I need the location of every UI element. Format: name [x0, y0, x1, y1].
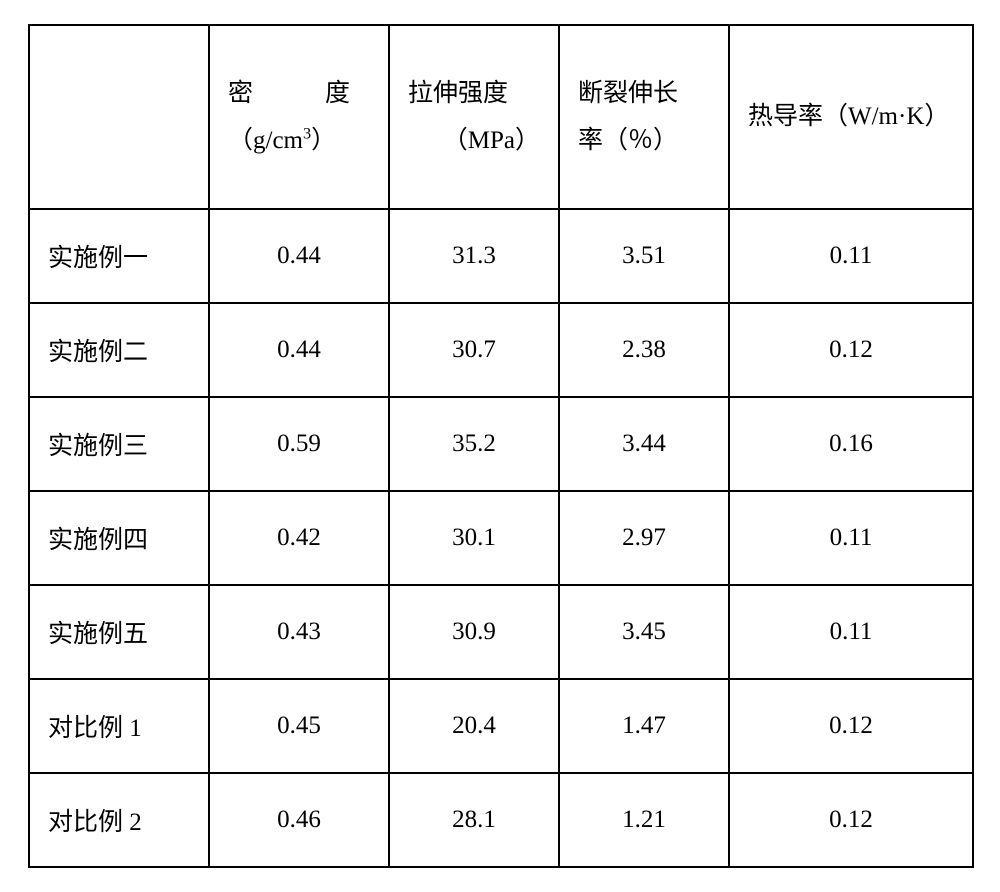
table-row: 实施例四 0.42 30.1 2.97 0.11	[29, 491, 973, 585]
cell-thermal: 0.12	[729, 773, 973, 867]
header-tensile-line1: 拉伸强度	[408, 70, 540, 118]
header-density-char2: 度	[325, 80, 350, 107]
cell-elongation: 3.44	[559, 397, 729, 491]
header-elongation: 断裂伸长 率（％）	[559, 25, 729, 209]
cell-thermal: 0.11	[729, 585, 973, 679]
cell-density: 0.44	[209, 209, 389, 303]
cell-elongation: 3.45	[559, 585, 729, 679]
cell-elongation: 2.97	[559, 491, 729, 585]
cell-tensile: 30.9	[389, 585, 559, 679]
cell-tensile: 35.2	[389, 397, 559, 491]
cell-density: 0.59	[209, 397, 389, 491]
cell-elongation: 3.51	[559, 209, 729, 303]
cell-thermal: 0.12	[729, 303, 973, 397]
header-tensile-line2: （MPa）	[408, 117, 540, 165]
table-row: 实施例一 0.44 31.3 3.51 0.11	[29, 209, 973, 303]
header-thermal-text: 热导率（W/m·K）	[748, 103, 949, 130]
header-empty	[29, 25, 209, 209]
cell-thermal: 0.12	[729, 679, 973, 773]
header-thermal: 热导率（W/m·K）	[729, 25, 973, 209]
cell-density: 0.46	[209, 773, 389, 867]
cell-tensile: 28.1	[389, 773, 559, 867]
row-label: 实施例四	[29, 491, 209, 585]
header-tensile: 拉伸强度 （MPa）	[389, 25, 559, 209]
cell-tensile: 30.1	[389, 491, 559, 585]
header-density-unit-open: （	[228, 127, 253, 154]
cell-thermal: 0.16	[729, 397, 973, 491]
header-elong-line2: 率（％）	[578, 117, 710, 165]
cell-tensile: 20.4	[389, 679, 559, 773]
header-density-unit-g: g/cm	[253, 127, 303, 154]
table-row: 实施例二 0.44 30.7 2.38 0.12	[29, 303, 973, 397]
header-density-char1: 密	[228, 80, 253, 107]
cell-tensile: 31.3	[389, 209, 559, 303]
table-row: 对比例 2 0.46 28.1 1.21 0.12	[29, 773, 973, 867]
table-row: 实施例五 0.43 30.9 3.45 0.11	[29, 585, 973, 679]
row-label: 实施例三	[29, 397, 209, 491]
cell-density: 0.45	[209, 679, 389, 773]
table-row: 对比例 1 0.45 20.4 1.47 0.12	[29, 679, 973, 773]
cell-elongation: 1.47	[559, 679, 729, 773]
row-label: 实施例一	[29, 209, 209, 303]
row-label: 实施例五	[29, 585, 209, 679]
table-header-row: 密 度 （g/cm3） 拉伸强度 （MPa） 断裂伸长 率（％） 热导率（W/m·…	[29, 25, 973, 209]
cell-tensile: 30.7	[389, 303, 559, 397]
cell-thermal: 0.11	[729, 491, 973, 585]
data-table: 密 度 （g/cm3） 拉伸强度 （MPa） 断裂伸长 率（％） 热导率（W/m·…	[28, 24, 974, 868]
header-density-unit-close: ）	[311, 127, 336, 154]
cell-density: 0.42	[209, 491, 389, 585]
cell-elongation: 1.21	[559, 773, 729, 867]
header-density: 密 度 （g/cm3）	[209, 25, 389, 209]
table-row: 实施例三 0.59 35.2 3.44 0.16	[29, 397, 973, 491]
cell-density: 0.44	[209, 303, 389, 397]
header-elong-line1: 断裂伸长	[578, 70, 710, 118]
header-density-unit-sup: 3	[303, 125, 311, 143]
row-label: 对比例 2	[29, 773, 209, 867]
cell-thermal: 0.11	[729, 209, 973, 303]
row-label: 实施例二	[29, 303, 209, 397]
cell-elongation: 2.38	[559, 303, 729, 397]
row-label: 对比例 1	[29, 679, 209, 773]
cell-density: 0.43	[209, 585, 389, 679]
